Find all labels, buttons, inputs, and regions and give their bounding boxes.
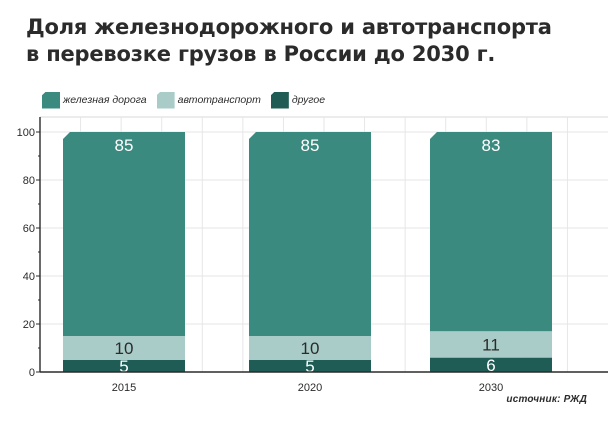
source-note: источник: РЖД [506,394,587,405]
bar-value-label: 83 [482,136,501,155]
bar-value-label: 5 [305,357,314,376]
legend-item-rail: железная дорога [42,91,147,109]
bar-segment [63,336,185,360]
bar-segment [430,357,552,372]
bar-segment [249,132,371,336]
bar-segment [249,336,371,360]
x-tick-label: 2030 [479,382,503,394]
x-tick-label: 2015 [112,382,136,394]
bar-value-label: 6 [486,356,495,375]
bar-value-label: 85 [115,136,134,155]
bar-segment [430,331,552,358]
bar-value-label: 85 [301,136,320,155]
y-tick-label: 40 [23,271,35,283]
bar-value-label: 10 [301,339,320,358]
y-tick-label: 80 [23,175,35,187]
legend-item-other: другое [270,91,326,109]
legend-label-rail: железная дорога [63,94,147,106]
bar-segment [63,132,185,336]
legend: железная дорога автотранспорт другое [42,89,335,111]
legend-label-auto: автотранспорт [177,94,261,106]
legend-item-auto: автотранспорт [156,91,261,109]
x-tick-label: 2020 [298,382,322,394]
bar-segment [63,360,185,372]
y-tick-label: 20 [23,319,35,331]
chart-title-line-2: в перевозке грузов в России до 2030 г. [26,42,496,66]
y-tick-label: 100 [17,127,35,139]
bar-segment [430,132,552,332]
chart-title: Доля железнодорожного и автотранспорта в… [26,14,611,68]
chart-title-line-1: Доля железнодорожного и автотранспорта [26,15,552,39]
legend-swatch-auto [156,91,175,109]
legend-swatch-other [270,91,289,109]
bar-segment [249,360,371,372]
legend-label-other: другое [291,94,326,106]
legend-swatch-rail [42,91,60,109]
bar-value-label: 10 [115,339,134,358]
y-tick-label: 0 [29,367,35,379]
y-tick-label: 60 [23,223,35,235]
bar-value-label: 11 [482,335,500,354]
bar-value-label: 5 [119,357,128,376]
